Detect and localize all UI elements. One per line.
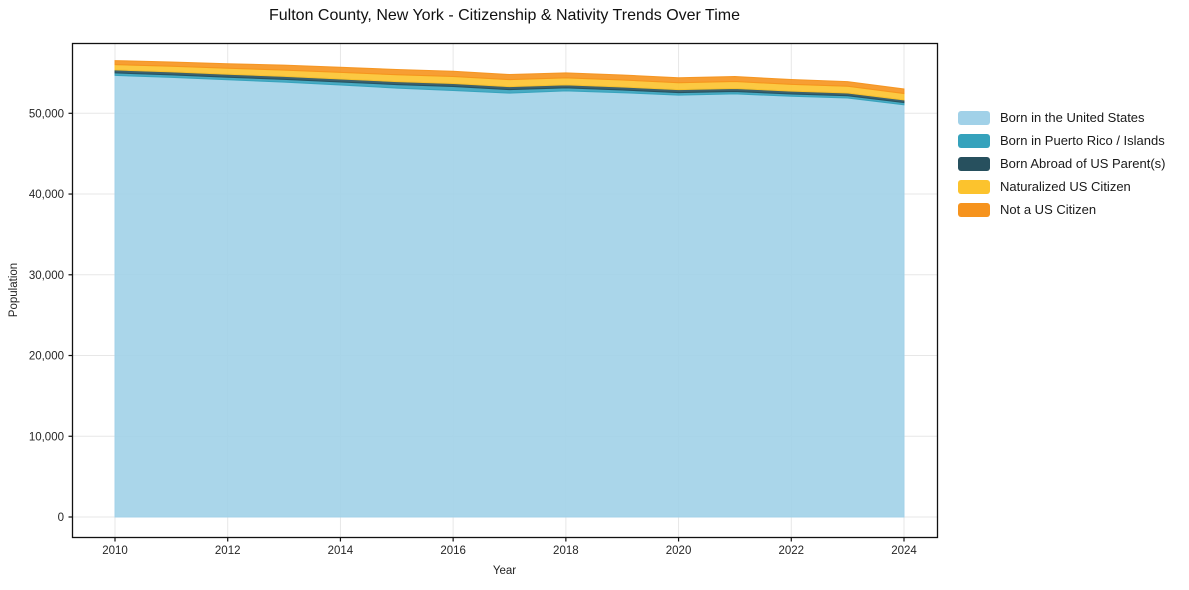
legend-label-2: Born Abroad of US Parent(s) — [1000, 156, 1166, 171]
y-tick-label: 10,000 — [29, 431, 64, 443]
x-tick-label: 2018 — [553, 545, 579, 557]
legend-item-3: Naturalized US Citizen — [958, 175, 1165, 198]
x-tick-label: 2014 — [328, 545, 354, 557]
x-axis-label: Year — [492, 565, 517, 577]
x-tick-label: 2024 — [891, 545, 917, 557]
x-tick-label: 2020 — [666, 545, 692, 557]
y-tick-label: 30,000 — [29, 270, 64, 282]
area-series-4 — [114, 60, 905, 95]
legend-swatch-2 — [958, 156, 990, 171]
y-tick-label: 40,000 — [29, 189, 64, 201]
x-tick-label: 2012 — [215, 545, 241, 557]
x-tick-label: 2016 — [440, 545, 466, 557]
legend-item-1: Born in Puerto Rico / Islands — [958, 129, 1165, 152]
legend-label-4: Not a US Citizen — [1000, 202, 1097, 217]
plot-border — [71, 42, 939, 539]
legend-swatch-0 — [958, 110, 990, 125]
y-tick-label: 0 — [58, 512, 64, 524]
legend-item-2: Born Abroad of US Parent(s) — [958, 152, 1165, 175]
legend-item-0: Born in the United States — [958, 106, 1165, 129]
legend-label-1: Born in Puerto Rico / Islands — [1000, 133, 1165, 148]
y-axis-label: Population — [8, 262, 20, 318]
chart-title: Fulton County, New York - Citizenship & … — [269, 7, 740, 24]
legend: Born in the United States Born in Puerto … — [958, 106, 1165, 221]
legend-item-4: Not a US Citizen — [958, 198, 1165, 221]
y-tick-label: 20,000 — [29, 351, 64, 363]
legend-label-3: Naturalized US Citizen — [1000, 179, 1131, 194]
area-series-0 — [114, 74, 905, 518]
y-tick-label: 50,000 — [29, 108, 64, 120]
legend-swatch-1 — [958, 133, 990, 148]
x-tick-label: 2010 — [102, 545, 128, 557]
legend-swatch-4 — [958, 202, 990, 217]
legend-label-0: Born in the United States — [1000, 110, 1145, 125]
legend-swatch-3 — [958, 179, 990, 194]
x-tick-label: 2022 — [778, 545, 804, 557]
